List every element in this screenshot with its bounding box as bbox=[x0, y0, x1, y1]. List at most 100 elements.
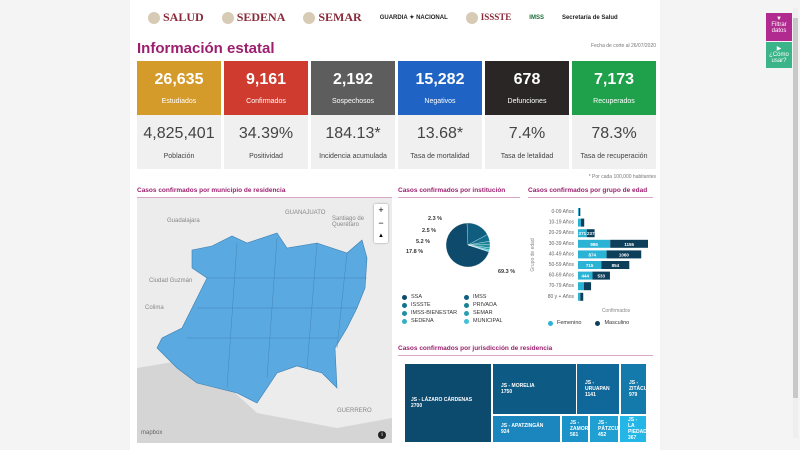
bar-masculino[interactable] bbox=[586, 229, 595, 238]
stat-sub-label: Tasa de mortalidad bbox=[410, 153, 470, 160]
cutoff-date: Fecha de corte al 26/07/2020 bbox=[590, 43, 656, 49]
legend-swatch bbox=[464, 310, 469, 316]
bar-masculino[interactable] bbox=[583, 282, 592, 291]
bar-data-label: 854 bbox=[612, 263, 620, 268]
legend-swatch bbox=[402, 294, 407, 300]
stat-label: Defunciones bbox=[507, 98, 547, 105]
bar-femenino[interactable] bbox=[578, 208, 579, 216]
map-label: Guadalajara bbox=[167, 218, 200, 224]
y-tick-label: 80 y + Años bbox=[548, 294, 575, 300]
age-bar-chart: Grupo de edad 0-09 Años 10-19 Años 20-29 Añ… bbox=[530, 208, 648, 314]
bar-femenino[interactable] bbox=[578, 218, 581, 227]
bar-data-label: 237 bbox=[587, 231, 595, 236]
bar-data-label: 1155 bbox=[624, 242, 634, 247]
bar-femenino[interactable] bbox=[578, 271, 593, 280]
treemap-cell[interactable]: JS - APATZINGÁN 924 bbox=[492, 415, 561, 443]
pie-title: Casos confirmados por institución bbox=[398, 187, 520, 198]
treemap-value: 1750 bbox=[501, 389, 513, 395]
legend-label: SEMAR bbox=[473, 310, 493, 316]
pie-data-label: 2.3 % bbox=[428, 216, 442, 222]
bar-femenino[interactable] bbox=[578, 250, 607, 259]
legend-label: ISSSTE bbox=[411, 302, 431, 308]
video-icon: ▶ bbox=[776, 46, 782, 52]
treemap-cell[interactable]: JS - ZAMORA 561 bbox=[561, 415, 592, 443]
zoom-out-button[interactable]: − bbox=[378, 218, 384, 228]
treemap-cell[interactable]: JS - ZITÁCUARO 979 bbox=[620, 363, 659, 415]
stat-sub-label: Tasa de letalidad bbox=[500, 153, 554, 160]
bar-femenino[interactable] bbox=[578, 229, 587, 238]
legend-swatch bbox=[464, 318, 469, 324]
how-to-use-button[interactable]: ▶ ¿Cómo usar? bbox=[766, 42, 792, 68]
filter-data-button[interactable]: ▼ Filtrar datos bbox=[766, 13, 792, 41]
bar-femenino[interactable] bbox=[578, 282, 584, 291]
legend-item[interactable]: Masculino bbox=[595, 320, 629, 326]
municipality-map[interactable]: Guadalajara GUANAJUATO Santiago de Queré… bbox=[137, 198, 392, 443]
map-label: Colima bbox=[145, 305, 164, 311]
bar-masculino[interactable] bbox=[610, 239, 648, 248]
legend-item[interactable]: PRIVADA bbox=[464, 302, 522, 308]
stat-card-top: 2,192 Sospechosos bbox=[311, 61, 395, 115]
treemap-cell[interactable]: JS - URUAPAN 1141 bbox=[576, 363, 620, 415]
pie-data-label: 5.2 % bbox=[416, 239, 430, 245]
stat-card-bottom: 184.13* Incidencia acumulada bbox=[311, 115, 395, 169]
bar-femenino[interactable] bbox=[578, 261, 602, 269]
legend-item[interactable]: IMSS bbox=[464, 294, 522, 300]
stat-card-top: 26,635 Estudiados bbox=[137, 61, 221, 115]
legend-item[interactable]: ISSSTE bbox=[402, 302, 460, 308]
age-chart-title: Casos confirmados por grupo de edad bbox=[528, 187, 653, 198]
legend-item[interactable]: SEMAR bbox=[464, 310, 522, 316]
legend-item[interactable]: Femenino bbox=[548, 320, 581, 326]
legend-item[interactable]: SSA bbox=[402, 294, 460, 300]
page-title: Información estatal bbox=[137, 40, 275, 57]
bar-masculino[interactable] bbox=[578, 208, 581, 216]
pie-data-label: 69.3 % bbox=[498, 269, 515, 275]
y-tick-label: 60-69 Años bbox=[549, 273, 575, 279]
legend-swatch bbox=[464, 302, 469, 308]
compass-button[interactable]: ▲ bbox=[378, 233, 384, 239]
stat-card: 2,192 Sospechosos 184.13* Incidencia acumul… bbox=[311, 61, 395, 169]
pie-legend: SSA IMSS ISSSTE PRIVADA IMSS-BIENESTAR SEMAR S… bbox=[402, 294, 522, 324]
bar-masculino[interactable] bbox=[606, 250, 642, 259]
treemap-cell[interactable]: JS - PÁTZCUARO 452 bbox=[589, 415, 629, 443]
treemap-cell[interactable]: JS - LÁZARO CÁRDENAS 2700 bbox=[404, 363, 492, 443]
footnote: * Por cada 100,000 habitantes bbox=[588, 174, 656, 180]
stat-sub-value: 34.39% bbox=[238, 125, 294, 142]
scrollbar[interactable] bbox=[793, 8, 798, 438]
legend-swatch bbox=[595, 320, 601, 326]
scrollbar-thumb[interactable] bbox=[793, 18, 798, 398]
stat-value: 678 bbox=[513, 71, 541, 88]
stat-card-bottom: 7.4% Tasa de letalidad bbox=[485, 115, 569, 169]
stat-cards: 26,635 Estudiados 4,825,401 Población 9,161 C… bbox=[137, 61, 656, 169]
stat-card-bottom: 4,825,401 Población bbox=[137, 115, 221, 169]
map-label: GUERRERO bbox=[337, 408, 372, 414]
treemap-label: JS - LÁZARO CÁRDENAS bbox=[411, 397, 473, 403]
bar-masculino[interactable] bbox=[580, 218, 585, 227]
map-label: GUANAJUATO bbox=[285, 210, 326, 216]
bar-femenino[interactable] bbox=[578, 292, 581, 301]
bar-masculino[interactable] bbox=[580, 292, 584, 301]
bar-femenino[interactable] bbox=[578, 239, 611, 248]
bar-masculino[interactable] bbox=[601, 261, 630, 269]
pie-slice[interactable] bbox=[467, 244, 490, 252]
stat-sub-value: 78.3% bbox=[591, 125, 637, 142]
stat-value: 2,192 bbox=[332, 71, 374, 88]
info-icon[interactable]: i bbox=[378, 431, 386, 439]
zoom-in-button[interactable]: + bbox=[378, 205, 384, 215]
treemap-cell[interactable]: JS - MORELIA 1750 bbox=[492, 363, 582, 415]
bar-masculino[interactable] bbox=[592, 271, 610, 280]
mapbox-logo[interactable]: mapbox bbox=[141, 430, 163, 436]
bar-data-label: 271 bbox=[579, 231, 587, 236]
treemap-value: 979 bbox=[629, 392, 638, 398]
pie-slice[interactable] bbox=[445, 222, 490, 268]
treemap-label: JS - ZITÁCUARO bbox=[629, 380, 659, 392]
treemap-value: 1141 bbox=[585, 392, 596, 398]
stat-sub-label: Población bbox=[163, 153, 195, 160]
treemap-cell[interactable]: JS - LA PIEDAD 367 bbox=[619, 415, 647, 443]
legend-item[interactable]: IMSS-BIENESTAR bbox=[402, 310, 460, 316]
bar-data-label: 986 bbox=[590, 242, 598, 247]
stat-card-top: 9,161 Confirmados bbox=[224, 61, 308, 115]
y-axis-label: Grupo de edad bbox=[530, 238, 536, 272]
stat-card: 26,635 Estudiados 4,825,401 Población bbox=[137, 61, 221, 169]
legend-item[interactable]: MUNICIPAL bbox=[464, 318, 522, 324]
legend-item[interactable]: SEDENA bbox=[402, 318, 460, 324]
